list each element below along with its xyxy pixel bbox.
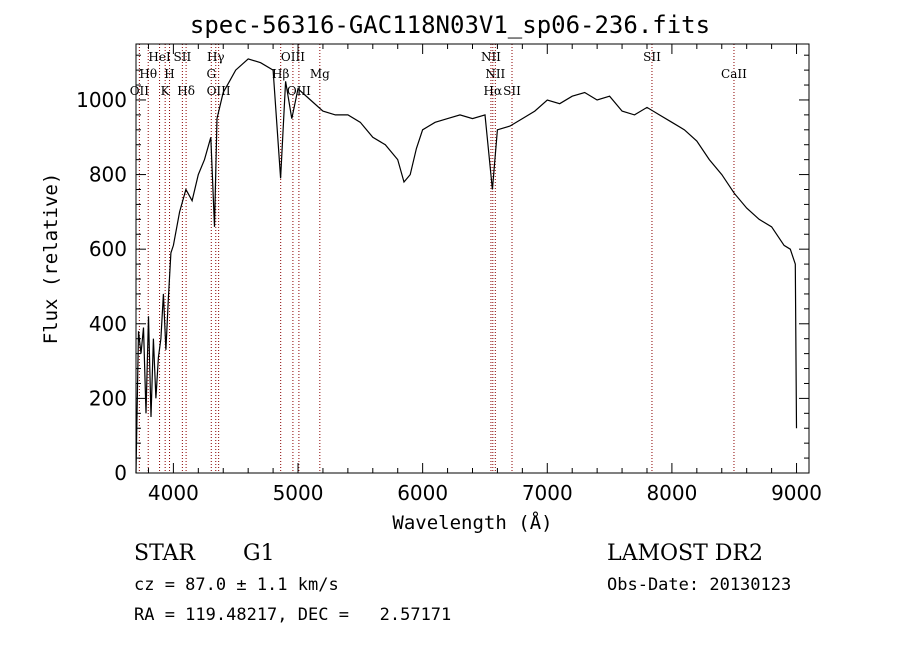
y-tick-label: 200 (89, 386, 127, 410)
redshift-text: cz = 87.0 ± 1.1 km/s (134, 575, 339, 595)
line-marker-label: Hα (484, 84, 503, 98)
axis-ticks: 4000 5000 6000 7000 8000 9000 0 200 400 600 800 100… (76, 44, 822, 505)
line-marker-label: CaII (721, 67, 747, 81)
plot-frame (135, 43, 810, 474)
line-marker-label: Hγ (207, 50, 225, 64)
y-tick-label: 600 (89, 237, 127, 261)
x-tick-label: 6000 (397, 481, 448, 505)
line-marker-label: HeI (148, 50, 171, 64)
line-marker-label: K (161, 84, 171, 98)
line-marker-label: G (206, 67, 216, 81)
y-tick-label: 800 (89, 163, 127, 187)
object-class: STAR (134, 541, 195, 566)
line-markers: OIIHθHeIKHSIIHδHγGOIIIHβOIIIOIIIMgNIINII… (130, 44, 747, 473)
x-tick-label: 9000 (771, 481, 822, 505)
coordinates: RA = 119.48217, DEC = 2.57171 (134, 605, 452, 625)
y-axis-label: Flux (relative) (40, 173, 62, 345)
line-marker-label: Hδ (177, 84, 195, 98)
survey-name: LAMOST DR2 (607, 541, 763, 566)
line-marker-label: OII (130, 84, 150, 98)
x-tick-label: 4000 (148, 481, 199, 505)
y-tick-label: 400 (89, 312, 127, 336)
line-marker-label: Hβ (272, 67, 289, 81)
line-marker-label: Hθ (139, 67, 157, 81)
line-marker-label: SII (643, 50, 661, 64)
line-marker-label: OIII (207, 84, 231, 98)
obs-date: Obs-Date: 20130123 (607, 575, 792, 595)
spectrum-series (135, 58, 798, 474)
line-marker-label: NII (481, 50, 501, 64)
line-marker-label: SII (174, 50, 192, 64)
line-marker-label: SII (503, 84, 521, 98)
y-tick-label: 0 (114, 461, 127, 485)
chart-title: spec-56316-GAC118N03V1_sp06-236.fits (190, 11, 710, 39)
line-marker-label: Mg (310, 67, 330, 81)
object-subclass: G1 (243, 541, 275, 566)
line-marker-label: OIII (287, 84, 311, 98)
x-tick-label: 5000 (273, 481, 324, 505)
line-marker-label: H (164, 67, 174, 81)
x-tick-label: 7000 (522, 481, 573, 505)
y-tick-label: 1000 (76, 88, 127, 112)
line-marker-label: NII (485, 67, 505, 81)
x-tick-label: 8000 (646, 481, 697, 505)
spectrum-line (135, 58, 798, 474)
line-marker-label: OIII (281, 50, 305, 64)
x-axis-label: Wavelength (Å) (392, 511, 552, 534)
